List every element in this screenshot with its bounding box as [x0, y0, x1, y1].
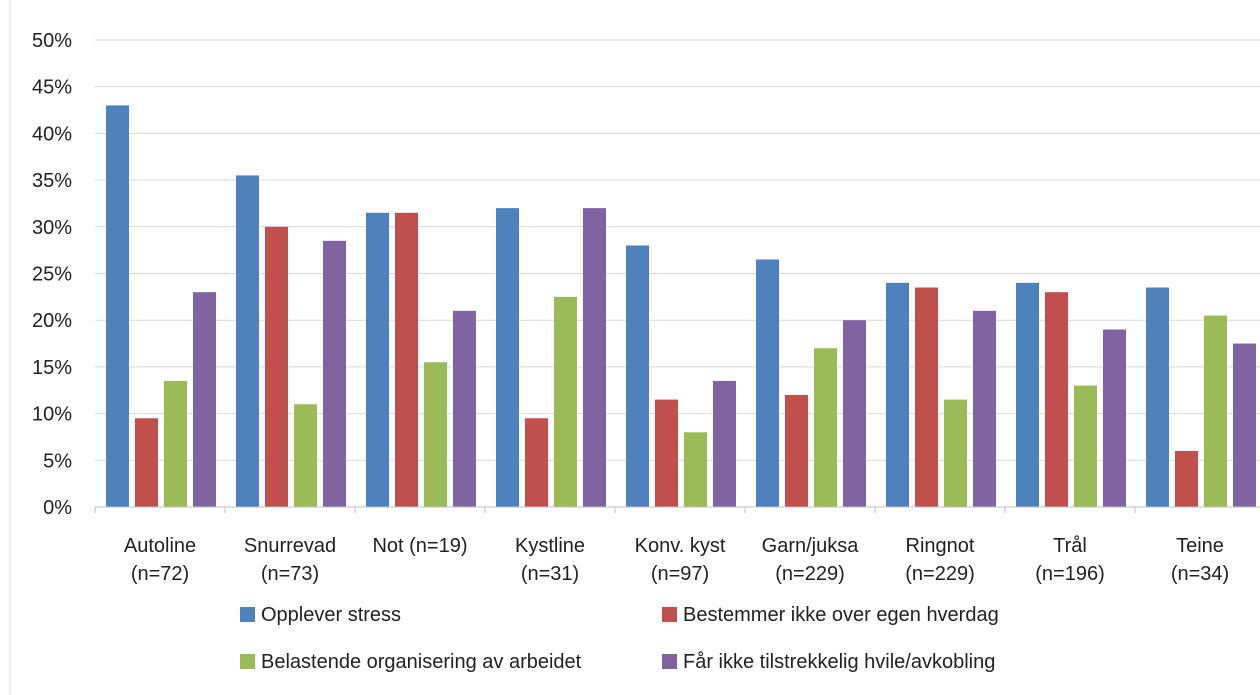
bar — [583, 208, 606, 507]
bar — [1204, 315, 1227, 507]
x-category-label: Trål — [1053, 535, 1087, 557]
bar — [1233, 343, 1256, 507]
bar — [366, 212, 389, 508]
x-axis — [94, 506, 1260, 513]
y-tick-label: 15% — [32, 357, 72, 379]
bar — [973, 310, 996, 507]
bar — [814, 348, 837, 507]
legend-label: Opplever stress — [261, 604, 401, 626]
y-tick-label: 0% — [43, 497, 72, 519]
y-tick-label: 40% — [32, 123, 72, 145]
x-category-label: Garn/juksa — [762, 535, 860, 557]
legend: Opplever stress Bestemmer ikke over egen … — [240, 604, 999, 673]
bar — [106, 105, 129, 507]
y-tick-label: 30% — [32, 217, 72, 239]
bar — [1045, 292, 1068, 507]
bar — [843, 320, 866, 507]
legend-swatch — [240, 607, 255, 622]
bar — [193, 292, 216, 507]
bar — [1103, 329, 1126, 507]
legend-swatch — [662, 607, 677, 622]
bar — [554, 296, 577, 507]
x-category-label: Autoline — [124, 535, 196, 557]
x-category-label: (n=229) — [905, 563, 975, 585]
legend-label: Bestemmer ikke over egen hverdag — [683, 604, 999, 626]
bar — [713, 380, 736, 507]
y-tick-label: 20% — [32, 310, 72, 332]
x-category-label: (n=97) — [651, 563, 709, 585]
bar — [424, 362, 447, 507]
legend-swatch — [662, 654, 677, 669]
y-tick-label: 5% — [43, 450, 72, 472]
x-category-label: Ringnot — [906, 535, 975, 557]
x-category-label: (n=31) — [521, 563, 579, 585]
gridlines — [95, 39, 1260, 461]
bar — [265, 226, 288, 508]
bar — [294, 404, 317, 507]
x-category-label: (n=73) — [261, 563, 319, 585]
bar — [684, 432, 707, 507]
x-category-label: Not (n=19) — [372, 535, 467, 557]
bar — [164, 380, 187, 507]
bar — [1146, 287, 1169, 507]
x-axis-labels: Autoline (n=72) Snurrevad (n=73) Not (n=19) K… — [124, 535, 1229, 585]
bar — [655, 399, 678, 507]
y-tick-label: 25% — [32, 264, 72, 286]
y-tick-label: 35% — [32, 170, 72, 192]
x-category-label: (n=229) — [775, 563, 845, 585]
x-category-label: Teine — [1176, 535, 1224, 557]
bar — [944, 399, 967, 507]
bar — [886, 282, 909, 507]
bar — [135, 418, 158, 507]
y-tick-label: 50% — [32, 30, 72, 52]
bar — [626, 245, 649, 508]
legend-label: Belastende organisering av arbeidet — [261, 651, 582, 673]
bar — [525, 418, 548, 507]
y-axis-labels: 0% 5% 10% 15% 20% 25% 30% 35% 40% 45% 50% — [32, 30, 72, 519]
bar — [1074, 385, 1097, 507]
x-category-label: Kystline — [515, 535, 585, 557]
bar — [496, 208, 519, 507]
bar — [236, 175, 259, 507]
bar — [1016, 282, 1039, 507]
x-category-label: (n=196) — [1035, 563, 1105, 585]
bar — [915, 287, 938, 507]
bar — [453, 310, 476, 507]
x-category-label: (n=34) — [1171, 563, 1229, 585]
x-category-label: Snurrevad — [244, 535, 336, 557]
x-category-label: (n=72) — [131, 563, 189, 585]
legend-swatch — [240, 654, 255, 669]
bars — [106, 105, 1256, 508]
bar — [785, 394, 808, 507]
y-tick-label: 10% — [32, 404, 72, 426]
legend-label: Får ikke tilstrekkelig hvile/avkobling — [683, 651, 995, 673]
bar — [1175, 450, 1198, 507]
bar — [756, 259, 779, 507]
x-category-label: Konv. kyst — [635, 535, 726, 557]
bar — [323, 240, 346, 507]
y-tick-label: 45% — [32, 77, 72, 99]
bar — [395, 212, 418, 508]
